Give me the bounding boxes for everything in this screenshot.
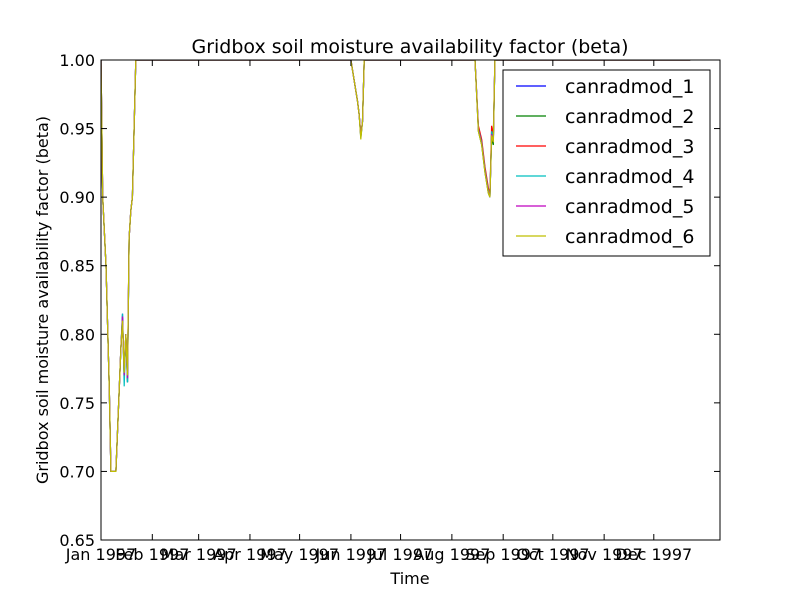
y-axis: 0.65 0.70 0.75 0.80 0.85 0.90 0.95 1.00 xyxy=(59,51,720,550)
series-line-canradmod_6 xyxy=(101,60,691,472)
y-tick-label: 0.65 xyxy=(59,531,95,550)
x-tick-label: Sep 1997 xyxy=(465,545,541,564)
x-axis-title: Time xyxy=(389,569,429,588)
y-tick-label: 0.80 xyxy=(59,325,95,344)
x-tick-label: May 1997 xyxy=(260,545,339,564)
x-tick-label: Nov 1997 xyxy=(566,545,643,564)
x-tick-label: Jul 1997 xyxy=(367,545,433,564)
y-tick-label: 0.90 xyxy=(59,188,95,207)
y-axis-title: Gridbox soil moisture availability facto… xyxy=(33,116,52,484)
y-tick-label: 0.75 xyxy=(59,394,95,413)
x-tick-label: Jan 1997 xyxy=(65,545,136,564)
series-layer xyxy=(101,60,691,472)
y-tick-label: 0.95 xyxy=(59,120,95,139)
x-tick-label: Apr 1997 xyxy=(213,545,286,564)
y-tick-label: 1.00 xyxy=(59,51,95,70)
y-tick-label: 0.85 xyxy=(59,257,95,276)
x-tick-label: Mar 1997 xyxy=(161,545,237,564)
x-tick-label: Oct 1997 xyxy=(516,545,589,564)
legend-label-canradmod_2: canradmod_2 xyxy=(565,106,694,128)
x-tick-label: Dec 1997 xyxy=(615,545,692,564)
legend-label-canradmod_1: canradmod_1 xyxy=(565,76,694,98)
plot-border xyxy=(100,59,721,541)
legend-label-canradmod_3: canradmod_3 xyxy=(565,136,694,158)
x-tick-label: Feb 1997 xyxy=(115,545,189,564)
legend-label-canradmod_6: canradmod_6 xyxy=(565,226,694,248)
x-tick-label: Aug 1997 xyxy=(413,545,490,564)
x-tick-label: Jun 1997 xyxy=(315,545,387,564)
legend: canradmod_1 canradmod_2 canradmod_3canradm… xyxy=(502,69,711,257)
legend-label-canradmod_4: canradmod_4 xyxy=(565,166,694,188)
legend-box xyxy=(502,69,711,257)
chart-title: Gridbox soil moisture availability facto… xyxy=(191,36,628,58)
legend-label-canradmod_5: canradmod_5 xyxy=(565,196,694,218)
y-tick-label: 0.70 xyxy=(59,462,95,481)
